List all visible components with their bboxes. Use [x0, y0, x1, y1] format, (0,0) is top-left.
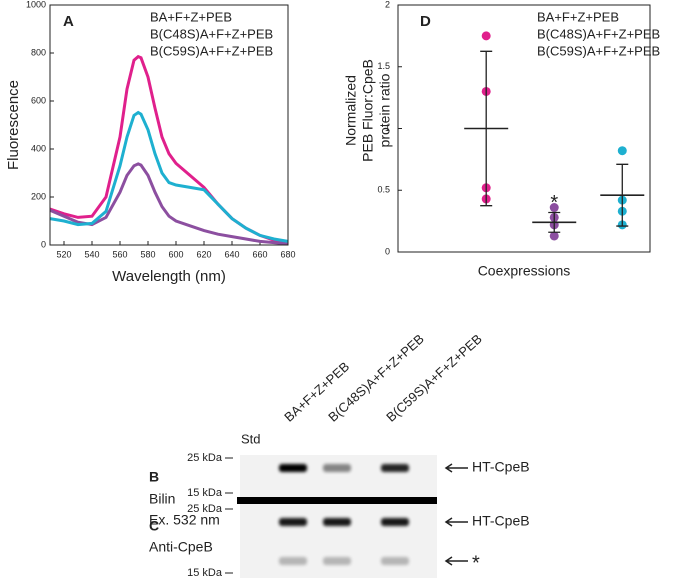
x-axis-label: Wavelength (nm)	[112, 268, 226, 285]
y-tick-label: 400	[31, 143, 46, 153]
band	[323, 464, 351, 472]
y-tick-label: 0	[385, 246, 390, 256]
band	[381, 518, 409, 526]
plot-frame	[49, 4, 289, 246]
y-tick-label: 1.5	[377, 61, 390, 71]
legend-entry: BA+F+Z+PEB	[150, 9, 232, 24]
y-tick-label: 0.5	[377, 185, 390, 195]
legend-entry: B(C48S)A+F+Z+PEB	[537, 26, 660, 41]
x-axis-label: Coexpressions	[478, 263, 571, 279]
band	[279, 464, 307, 472]
y-axis-label: Normalized	[343, 75, 359, 146]
marker-label: 25 kDa	[187, 452, 223, 464]
legend-entry: B(C48S)A+F+Z+PEB	[150, 26, 273, 41]
panel-label: C	[149, 518, 159, 534]
y-tick-label: 800	[31, 47, 46, 57]
y-axis-label: Fluorescence	[5, 80, 22, 170]
legend-entry: BA+F+Z+PEB	[537, 9, 619, 24]
y-tick-label: 600	[31, 95, 46, 105]
arrow	[444, 556, 468, 566]
lane-label: B(C59S)A+F+Z+PEB	[383, 331, 485, 425]
legend-entry: B(C59S)A+F+Z+PEB	[150, 43, 273, 58]
x-tick-label: 600	[168, 249, 183, 259]
band	[323, 518, 351, 526]
panel-label: A	[63, 13, 74, 30]
y-tick-label: 0	[41, 239, 46, 249]
spectrum-line	[49, 162, 289, 246]
y-axis-label: protein ratio	[377, 73, 393, 147]
x-tick-label: 640	[224, 249, 239, 259]
band-label: HT-CpeB	[472, 459, 530, 475]
band	[323, 557, 351, 565]
data-point	[549, 203, 559, 213]
lane-label: Std	[241, 431, 261, 446]
marker-label: 15 kDa	[187, 487, 223, 499]
marker-label: 15 kDa	[187, 567, 223, 579]
band	[279, 557, 307, 565]
band-label: HT-CpeB	[472, 513, 530, 529]
arrow	[444, 463, 468, 473]
annotation: *	[550, 192, 558, 214]
data-point	[549, 231, 559, 241]
x-tick-label: 680	[280, 249, 295, 259]
band	[381, 464, 409, 472]
panel-text: Ex. 532 nm	[149, 512, 220, 528]
arrow	[444, 517, 468, 527]
marker-label: 25 kDa	[187, 503, 223, 515]
panel-label: D	[420, 13, 431, 30]
x-tick-label: 540	[84, 249, 99, 259]
y-tick-label: 1000	[26, 0, 46, 9]
band	[279, 518, 307, 526]
blot	[240, 455, 437, 497]
band	[381, 557, 409, 565]
separator	[237, 497, 437, 504]
blot	[240, 504, 437, 578]
y-tick-label: 200	[31, 191, 46, 201]
x-tick-label: 580	[140, 249, 155, 259]
plot-frame	[397, 4, 651, 253]
x-tick-label: 620	[196, 249, 211, 259]
band-label: *	[472, 552, 480, 574]
panel-label: B	[149, 469, 159, 485]
panel-text: Bilin	[149, 491, 175, 507]
x-tick-label: 660	[252, 249, 267, 259]
data-point	[617, 146, 627, 156]
legend-entry: B(C59S)A+F+Z+PEB	[537, 43, 660, 58]
x-tick-label: 520	[56, 249, 71, 259]
panel-text: Anti-CpeB	[149, 539, 213, 555]
y-axis-label: PEB Fluor:CpeB	[360, 59, 376, 162]
spectrum-line	[49, 110, 289, 243]
x-tick-label: 560	[112, 249, 127, 259]
y-tick-label: 1	[385, 123, 390, 133]
data-point	[481, 31, 491, 41]
y-tick-label: 2	[385, 0, 390, 9]
